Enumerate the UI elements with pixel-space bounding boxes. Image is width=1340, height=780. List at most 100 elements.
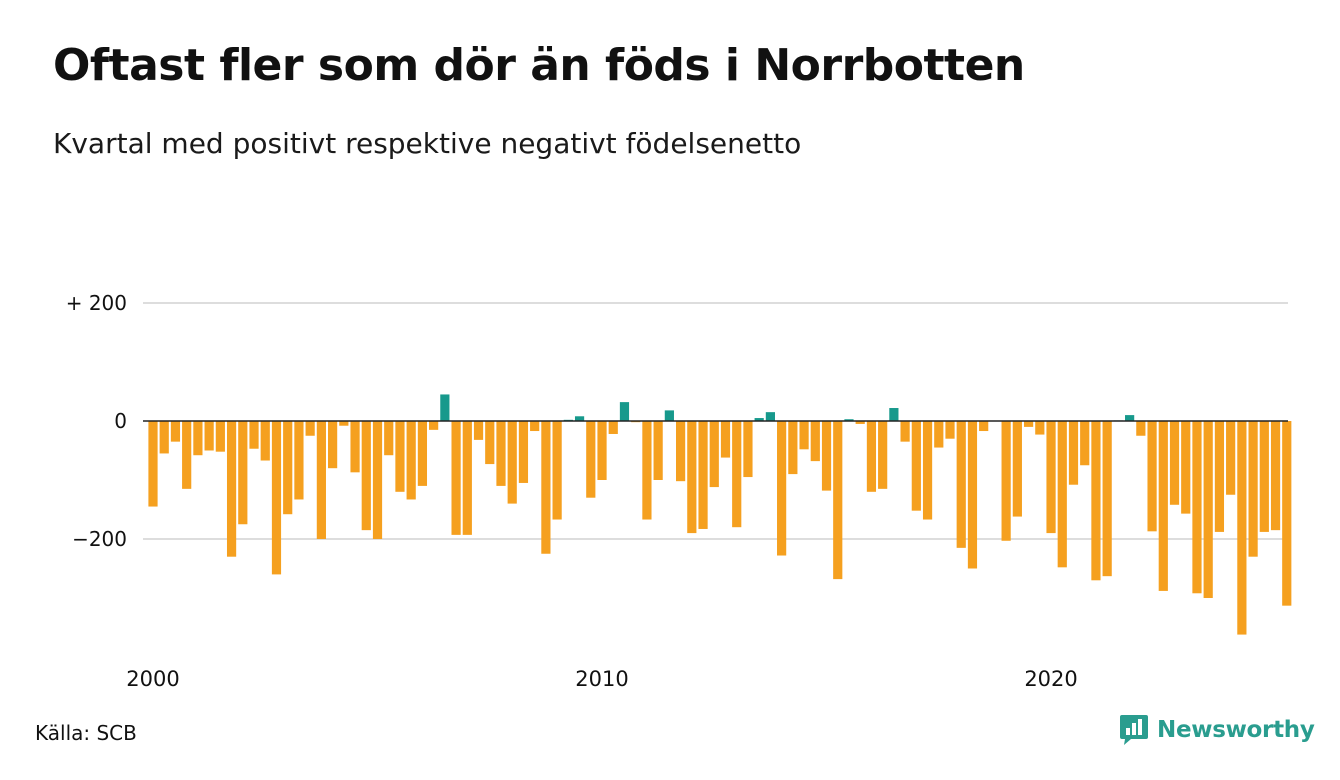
bar-quarter-55 bbox=[754, 418, 764, 421]
bar-quarter-41 bbox=[597, 421, 607, 480]
bar-quarter-36 bbox=[541, 421, 551, 554]
bar-quarter-4 bbox=[182, 421, 192, 489]
x-tick-labels: 2000 2010 2020 bbox=[126, 667, 1077, 691]
chart-title: Oftast fler som dör än föds i Norrbotten bbox=[53, 40, 1025, 91]
bar-quarter-75 bbox=[979, 421, 989, 432]
bar-quarter-69 bbox=[911, 421, 921, 511]
bar-quarter-80 bbox=[1035, 421, 1045, 435]
bar-quarter-5 bbox=[193, 421, 203, 456]
bar-quarter-48 bbox=[676, 421, 686, 482]
bar-quarter-90 bbox=[1147, 421, 1157, 532]
x-tick-label: 2000 bbox=[126, 667, 179, 691]
bar-quarter-24 bbox=[406, 421, 416, 500]
bar-quarter-53 bbox=[732, 421, 742, 528]
bar-quarter-81 bbox=[1046, 421, 1056, 534]
bars bbox=[148, 394, 1292, 635]
bar-quarter-47 bbox=[664, 410, 674, 421]
bar-quarter-43 bbox=[619, 402, 630, 421]
bar-quarter-26 bbox=[429, 421, 439, 430]
bar-quarter-88 bbox=[1125, 415, 1135, 421]
bar-quarter-32 bbox=[496, 421, 506, 486]
bar-quarter-45 bbox=[642, 421, 652, 520]
bar-quarter-92 bbox=[1169, 421, 1180, 505]
bar-quarter-102 bbox=[1282, 421, 1292, 606]
bar-quarter-70 bbox=[922, 421, 933, 520]
bar-quarter-52 bbox=[720, 421, 731, 458]
bar-quarter-6 bbox=[204, 421, 214, 451]
x-tick-label: 2010 bbox=[575, 667, 628, 691]
bar-quarter-25 bbox=[417, 421, 428, 486]
bar-chart: + 200 0 −200 2000 2010 2020 bbox=[66, 291, 1292, 691]
bar-quarter-60 bbox=[810, 421, 820, 462]
bar-quarter-57 bbox=[777, 421, 787, 556]
bar-quarter-89 bbox=[1136, 421, 1146, 436]
bar-quarter-22 bbox=[384, 421, 394, 456]
bar-quarter-59 bbox=[799, 421, 809, 450]
bar-quarter-82 bbox=[1057, 421, 1067, 568]
bar-quarter-65 bbox=[866, 421, 877, 492]
bar-quarter-64 bbox=[855, 421, 865, 424]
bar-quarter-17 bbox=[328, 421, 338, 469]
y-tick-label: + 200 bbox=[66, 291, 127, 315]
brand-name: Newsworthy bbox=[1157, 717, 1315, 743]
bar-quarter-56 bbox=[765, 412, 775, 421]
bar-quarter-18 bbox=[339, 421, 349, 426]
bar-quarter-101 bbox=[1270, 421, 1281, 531]
bar-quarter-62 bbox=[833, 421, 843, 580]
bar-quarter-91 bbox=[1158, 421, 1168, 591]
bar-quarter-95 bbox=[1203, 421, 1213, 598]
bar-quarter-100 bbox=[1259, 421, 1269, 532]
bar-quarter-11 bbox=[260, 421, 270, 461]
bar-quarter-78 bbox=[1012, 421, 1022, 517]
bar-quarter-85 bbox=[1091, 421, 1101, 581]
bar-quarter-54 bbox=[743, 421, 753, 478]
bar-quarter-33 bbox=[507, 421, 517, 504]
bar-quarter-15 bbox=[305, 421, 315, 436]
bar-quarter-86 bbox=[1102, 421, 1112, 577]
newsworthy-logo: Newsworthy bbox=[1119, 714, 1315, 746]
bar-quarter-68 bbox=[900, 421, 910, 442]
bar-quarter-84 bbox=[1080, 421, 1090, 466]
source-note: Källa: SCB bbox=[35, 721, 137, 745]
bar-quarter-23 bbox=[395, 421, 405, 492]
bar-quarter-42 bbox=[608, 421, 618, 434]
bar-quarter-9 bbox=[238, 421, 248, 525]
y-tick-label: 0 bbox=[114, 409, 127, 433]
bar-quarter-28 bbox=[451, 421, 461, 535]
bar-quarter-40 bbox=[586, 421, 596, 498]
bar-quarter-35 bbox=[530, 421, 540, 432]
bar-quarter-49 bbox=[687, 421, 697, 534]
bar-quarter-12 bbox=[271, 421, 282, 575]
bar-quarter-39 bbox=[574, 416, 585, 421]
bar-quarter-14 bbox=[294, 421, 304, 500]
bar-quarter-98 bbox=[1237, 421, 1247, 635]
bar-quarter-20 bbox=[361, 421, 371, 531]
bar-quarter-29 bbox=[462, 421, 472, 535]
bar-quarter-51 bbox=[709, 421, 719, 488]
bar-quarter-93 bbox=[1181, 421, 1191, 514]
bar-quarter-79 bbox=[1023, 421, 1034, 427]
bar-quarter-31 bbox=[485, 421, 495, 465]
bar-quarter-46 bbox=[653, 421, 663, 480]
bar-quarter-7 bbox=[215, 421, 225, 452]
bar-quarter-13 bbox=[283, 421, 293, 515]
x-tick-label: 2020 bbox=[1024, 667, 1077, 691]
bar-quarter-2 bbox=[159, 421, 169, 454]
bar-quarter-30 bbox=[473, 421, 484, 440]
bar-quarter-77 bbox=[1001, 421, 1011, 541]
bar-quarter-34 bbox=[518, 421, 529, 483]
bar-quarter-8 bbox=[226, 421, 237, 557]
bar-quarter-74 bbox=[967, 421, 978, 569]
bar-quarter-71 bbox=[934, 421, 944, 448]
newsworthy-logo-icon bbox=[1120, 715, 1148, 745]
bar-quarter-3 bbox=[170, 421, 181, 442]
bar-quarter-10 bbox=[249, 421, 259, 449]
bar-quarter-58 bbox=[788, 421, 798, 475]
bar-quarter-27 bbox=[440, 394, 450, 421]
bar-quarter-66 bbox=[878, 421, 888, 489]
chart-subtitle: Kvartal med positivt respektive negativt… bbox=[53, 127, 802, 160]
bar-quarter-72 bbox=[945, 421, 955, 439]
bar-quarter-50 bbox=[698, 421, 708, 529]
bar-quarter-73 bbox=[956, 421, 966, 548]
bar-quarter-19 bbox=[350, 421, 360, 473]
